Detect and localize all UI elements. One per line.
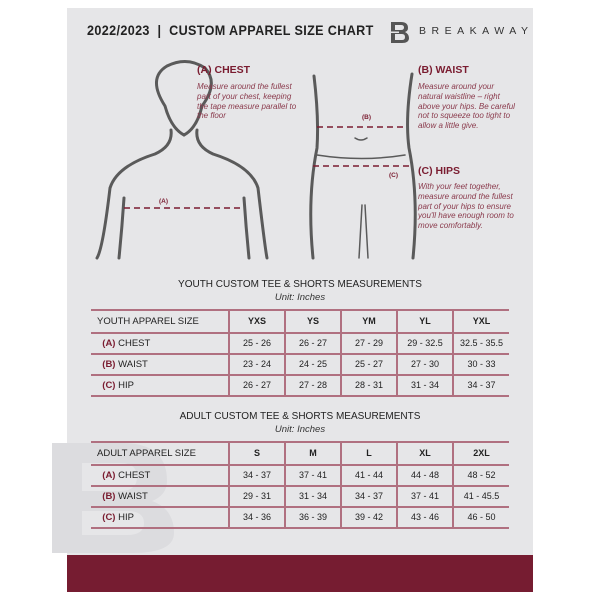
cell: 27 - 28 [284, 375, 341, 397]
youth-section-title: YOUTH CUSTOM TEE & SHORTS MEASUREMENTS [178, 279, 422, 290]
cell: 28 - 31 [340, 375, 397, 397]
table-row: (B) WAIST 29 - 31 31 - 34 34 - 37 37 - 41 41 … [91, 486, 509, 508]
cell: 34 - 37 [340, 486, 397, 508]
header-cell: M [284, 441, 341, 466]
row-label: (A) CHEST [91, 333, 229, 355]
brand-name: BREAKAWAY [419, 25, 534, 37]
row-label: (C) HIP [91, 507, 229, 529]
cell: 48 - 52 [452, 465, 509, 487]
header-cell: S [228, 441, 285, 466]
header-cell: YL [396, 309, 453, 334]
hips-marker: (C) [389, 172, 399, 179]
waist-instructions: Measure around your natural waistline – … [418, 82, 515, 131]
cell: 30 - 33 [452, 354, 509, 376]
header-cell: YS [284, 309, 341, 334]
adult-size-table: ADULT APPAREL SIZE S M L XL 2XL (A) CHEST 34 -… [91, 441, 509, 529]
cell: 25 - 27 [340, 354, 397, 376]
row-label: (B) WAIST [91, 486, 229, 508]
cell: 36 - 39 [284, 507, 341, 529]
header-cell: XL [396, 441, 453, 466]
cell: 25 - 26 [228, 333, 285, 355]
chest-instructions: Measure around the fullest part of your … [197, 82, 297, 121]
cell: 43 - 46 [396, 507, 453, 529]
cell: 26 - 27 [284, 333, 341, 355]
row-label: (C) HIP [91, 375, 229, 397]
table-header-row: YOUTH APPAREL SIZE YXS YS YM YL YXL [91, 309, 509, 334]
cell: 32.5 - 35.5 [452, 333, 509, 355]
footer-band [67, 555, 533, 592]
cell: 34 - 37 [228, 465, 285, 487]
page-title: 2022/2023 | CUSTOM APPAREL SIZE CHART [87, 22, 374, 38]
waist-heading: (B) WAIST [418, 64, 469, 76]
waist-marker: (B) [362, 114, 372, 121]
body-diagrams [95, 60, 417, 260]
cell: 34 - 36 [228, 507, 285, 529]
cell: 46 - 50 [452, 507, 509, 529]
size-chart-panel: 2022/2023 | CUSTOM APPAREL SIZE CHART BR… [52, 8, 534, 592]
row-label: (A) CHEST [91, 465, 229, 487]
youth-unit: Unit: Inches [274, 292, 326, 303]
cell: 34 - 37 [452, 375, 509, 397]
cell: 23 - 24 [228, 354, 285, 376]
cell: 41 - 44 [340, 465, 397, 487]
breakaway-logo-icon [387, 22, 409, 43]
cell: 39 - 42 [340, 507, 397, 529]
header-cell: YXL [452, 309, 509, 334]
header-cell: YOUTH APPAREL SIZE [91, 309, 229, 334]
table-row: (A) CHEST 25 - 26 26 - 27 27 - 29 29 - 32.5 3… [91, 333, 509, 355]
table-row: (C) HIP 26 - 27 27 - 28 28 - 31 31 - 34 34 - … [91, 375, 509, 397]
row-label: (B) WAIST [91, 354, 229, 376]
cell: 44 - 48 [396, 465, 453, 487]
cell: 37 - 41 [396, 486, 453, 508]
hips-heading: (C) HIPS [418, 165, 460, 177]
cell: 24 - 25 [284, 354, 341, 376]
cell: 41 - 45.5 [452, 486, 509, 508]
cell: 29 - 32.5 [396, 333, 453, 355]
header-cell: 2XL [452, 441, 509, 466]
cell: 31 - 34 [284, 486, 341, 508]
adult-unit: Unit: Inches [274, 424, 326, 435]
cell: 26 - 27 [228, 375, 285, 397]
cell: 27 - 30 [396, 354, 453, 376]
header-cell: ADULT APPAREL SIZE [91, 441, 229, 466]
adult-section-title: ADULT CUSTOM TEE & SHORTS MEASUREMENTS [179, 411, 421, 422]
chest-marker: (A) [159, 198, 169, 205]
hips-instructions: With your feet together, measure around … [418, 182, 514, 231]
header-cell: YM [340, 309, 397, 334]
cell: 37 - 41 [284, 465, 341, 487]
table-row: (C) HIP 34 - 36 36 - 39 39 - 42 43 - 46 46 - … [91, 507, 509, 529]
youth-size-table: YOUTH APPAREL SIZE YXS YS YM YL YXL (A) CHEST… [91, 309, 509, 397]
table-row: (A) CHEST 34 - 37 37 - 41 41 - 44 44 - 48 48 … [91, 465, 509, 487]
chest-heading: (A) CHEST [197, 64, 251, 76]
table-header-row: ADULT APPAREL SIZE S M L XL 2XL [91, 441, 509, 466]
cell: 29 - 31 [228, 486, 285, 508]
cell: 31 - 34 [396, 375, 453, 397]
table-row: (B) WAIST 23 - 24 24 - 25 25 - 27 27 - 30 30 … [91, 354, 509, 376]
header-cell: L [340, 441, 397, 466]
cell: 27 - 29 [340, 333, 397, 355]
header-cell: YXS [228, 309, 285, 334]
